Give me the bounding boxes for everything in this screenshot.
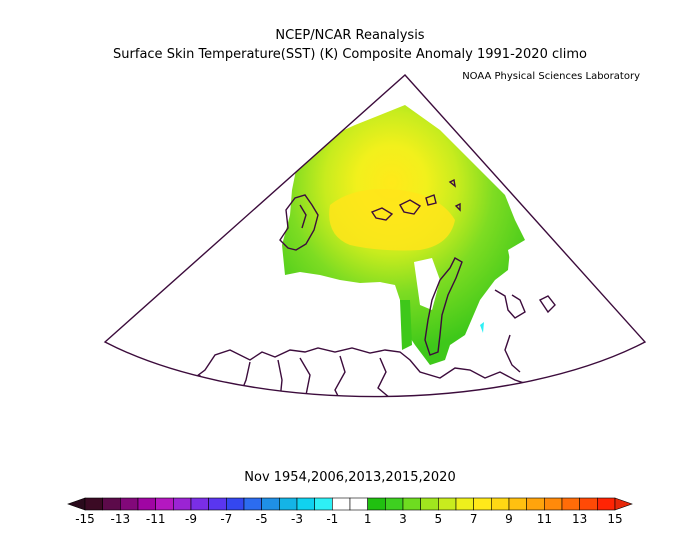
map-boundary — [103, 74, 647, 398]
franz-josef-coast — [370, 207, 394, 221]
anomaly-strip — [400, 300, 412, 350]
colorbar-swatch — [349, 497, 368, 511]
colorbar-tick-label: -5 — [256, 512, 268, 526]
colorbar-swatch — [420, 497, 439, 511]
colorbar-tick-label: 3 — [399, 512, 407, 526]
colorbar-swatch — [526, 497, 545, 511]
colorbar-swatch — [208, 497, 227, 511]
novaya-zemlya-coast — [424, 257, 463, 356]
colorbar-swatch — [243, 497, 262, 511]
colorbar-swatch — [385, 497, 404, 511]
chart-title: NCEP/NCAR Reanalysis — [275, 28, 425, 43]
colorbar-tick-label: 9 — [505, 512, 513, 526]
colorbar-swatch — [455, 497, 474, 511]
colorbar-swatch — [155, 497, 174, 511]
colorbar-swatch — [508, 497, 527, 511]
colorbar-swatch — [190, 497, 209, 511]
colorbar-swatch — [173, 497, 192, 511]
colorbar-swatch — [261, 497, 280, 511]
colorbar-tick-label: 7 — [470, 512, 478, 526]
colorbar-swatch — [597, 497, 616, 511]
colorbar-tick-label: -9 — [185, 512, 197, 526]
colorbar-swatch — [296, 497, 315, 511]
colorbar-tick-label: -13 — [111, 512, 131, 526]
colorbar-swatch — [367, 497, 386, 511]
colorbar-swatch — [102, 497, 121, 511]
colorbar: -15 -13 -11 -9 -7 -5 -3 -1 1 3 5 7 9 11 13 15 — [67, 497, 633, 526]
colorbar-tick-label: 1 — [364, 512, 372, 526]
coastlines — [105, 178, 645, 397]
colorbar-tick-label: -3 — [291, 512, 303, 526]
colorbar-swatch — [226, 497, 245, 511]
colorbar-swatch — [137, 497, 156, 511]
credit-label: NOAA Physical Sciences Laboratory — [462, 71, 640, 82]
colorbar-swatch — [84, 497, 103, 511]
masked-area-east — [508, 240, 530, 285]
colorbar-arrow-right — [614, 497, 633, 511]
date-caption: Nov 1954,2006,2013,2015,2020 — [244, 470, 456, 485]
colorbar-swatch — [544, 497, 563, 511]
colorbar-tick-label: -11 — [146, 512, 166, 526]
colorbar-swatch — [314, 497, 333, 511]
chart-subtitle: Surface Skin Temperature(SST) (K) Compos… — [113, 47, 587, 62]
colorbar-swatch — [438, 497, 457, 511]
colorbar-tick-label: -15 — [75, 512, 95, 526]
colorbar-tick-label: 5 — [435, 512, 443, 526]
colorbar-swatch — [579, 497, 598, 511]
colorbar-swatch — [473, 497, 492, 511]
colorbar-arrow-left — [67, 497, 86, 511]
cyan-spot-east — [480, 322, 484, 333]
mainland-coast — [105, 347, 645, 397]
colorbar-swatch — [402, 497, 421, 511]
anomaly-core — [329, 189, 455, 251]
colorbar-swatch — [561, 497, 580, 511]
map-area — [105, 105, 645, 397]
colorbar-tick-label: -7 — [220, 512, 232, 526]
colorbar-swatch — [491, 497, 510, 511]
colorbar-tick-label: 15 — [607, 512, 622, 526]
colorbar-tick-label: 13 — [572, 512, 587, 526]
colorbar-swatch — [279, 497, 298, 511]
colorbar-swatch — [120, 497, 139, 511]
svalbard-coast — [279, 194, 319, 251]
colorbar-tick-label: 11 — [537, 512, 552, 526]
colorbar-swatch — [332, 497, 351, 511]
colorbar-tick-label: -1 — [326, 512, 338, 526]
cyan-spot — [256, 186, 262, 193]
